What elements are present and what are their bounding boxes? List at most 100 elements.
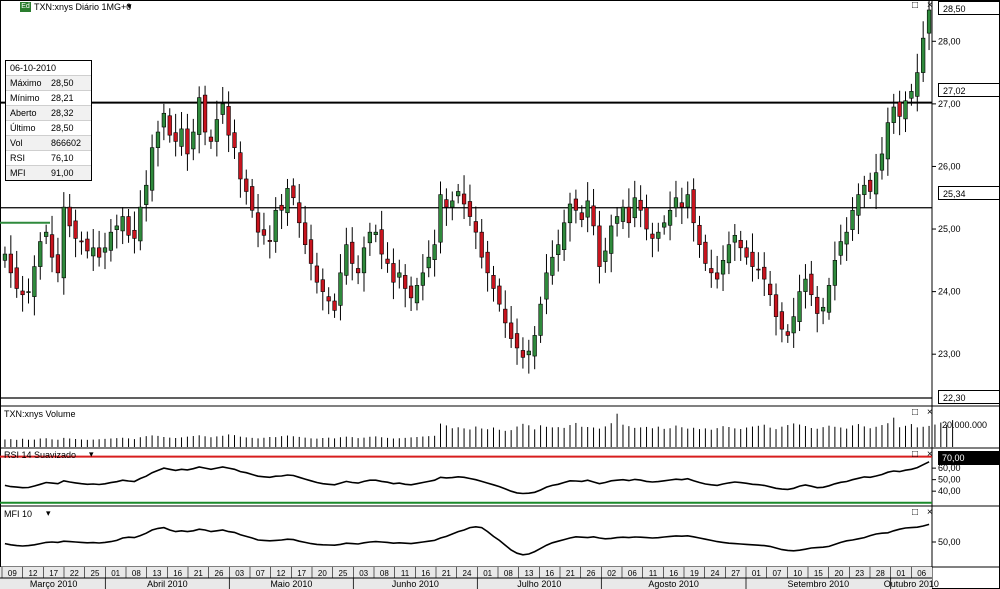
x-axis-day-label: 17 xyxy=(297,569,306,578)
candle-body xyxy=(250,186,255,211)
candle-body xyxy=(773,294,779,317)
x-axis-day-label: 12 xyxy=(277,569,286,578)
candle-body xyxy=(597,225,602,267)
candle-body xyxy=(891,106,896,123)
candle-body xyxy=(903,100,908,120)
y-axis: 23,0024,0025,0026,0027,0028,0040,0050,00… xyxy=(932,36,961,547)
title-dropdown-icon[interactable]: ▾ xyxy=(127,1,132,11)
candle-body xyxy=(232,132,237,148)
candle-body xyxy=(450,200,455,208)
candle-body xyxy=(173,132,178,142)
candle-body xyxy=(691,189,696,224)
mfi-panel xyxy=(4,523,930,556)
candle-body xyxy=(438,194,443,243)
candle-body xyxy=(514,333,520,349)
ohlc-label: MFI xyxy=(10,168,26,178)
rsi-window-buttons[interactable]: □ × xyxy=(912,449,936,460)
candle-body xyxy=(520,350,526,358)
ohlc-label: Máximo xyxy=(10,78,42,88)
candle-body xyxy=(926,9,932,34)
candle-body xyxy=(96,247,102,258)
candle-body xyxy=(91,247,96,257)
candle-body xyxy=(261,229,267,236)
candle-body xyxy=(267,239,272,242)
x-axis-day-label: 23 xyxy=(855,569,864,578)
x-axis-day-label: 19 xyxy=(690,569,699,578)
candle-body xyxy=(697,224,702,245)
candle-body xyxy=(408,285,414,299)
candle-body xyxy=(909,91,914,99)
candle-body xyxy=(662,222,667,228)
x-axis-day-label: 16 xyxy=(669,569,678,578)
candle-body xyxy=(679,202,684,208)
candle-body xyxy=(26,291,31,293)
candle-body xyxy=(344,244,349,276)
candle-body xyxy=(355,268,361,274)
ed-icon[interactable]: Ed xyxy=(20,2,31,12)
x-axis-day-label: 25 xyxy=(339,569,348,578)
candle-body xyxy=(673,197,679,209)
candle-body xyxy=(126,216,131,236)
candle-body xyxy=(585,200,590,218)
candle-body xyxy=(338,272,343,306)
candle-body xyxy=(350,241,355,264)
x-axis-day-label: 13 xyxy=(153,569,162,578)
mfi-panel-title[interactable]: MFI 10 xyxy=(4,509,33,519)
price-bottom-tag: 22,30 xyxy=(938,390,1000,404)
candle-body xyxy=(726,244,732,264)
candle-body xyxy=(208,136,214,142)
candle-body xyxy=(614,216,620,224)
candle-body xyxy=(161,112,166,128)
volume-window-buttons[interactable]: □ × xyxy=(912,407,936,418)
x-axis-day-label: 01 xyxy=(111,569,120,578)
ohlc-label: Último xyxy=(10,123,36,133)
x-axis-day-label: 02 xyxy=(607,569,616,578)
rsi-dropdown-icon[interactable]: ▾ xyxy=(89,449,94,459)
x-axis-day-label: 15 xyxy=(814,569,823,578)
candle-body xyxy=(756,268,761,271)
candle-body xyxy=(367,231,373,244)
candle-body xyxy=(403,275,408,289)
candle-body xyxy=(785,331,790,336)
x-axis-day-label: 06 xyxy=(628,569,637,578)
candle-body xyxy=(503,308,508,324)
ohlc-row-rsi: RSI 76,10 xyxy=(6,150,91,165)
x-axis-day-label: 20 xyxy=(835,569,844,578)
candle-body xyxy=(797,291,802,322)
candle-body xyxy=(391,263,396,283)
ohlc-label: Mínimo xyxy=(10,93,40,103)
candle-body xyxy=(44,231,49,237)
ohlc-row-open: Aberto 28,32 xyxy=(6,105,91,120)
candle-body xyxy=(656,231,661,239)
candle-body xyxy=(155,131,161,148)
candle-body xyxy=(138,206,143,242)
ohlc-value: 28,50 xyxy=(51,78,74,88)
mfi-window-buttons[interactable]: □ × xyxy=(912,507,936,518)
candle-body xyxy=(420,272,425,286)
candle-body xyxy=(820,306,826,312)
x-axis-day-label: 01 xyxy=(483,569,492,578)
x-axis-day-label: 08 xyxy=(380,569,389,578)
horizontal-line-tag-lower: 25,34 xyxy=(938,186,1000,200)
rsi-panel-title[interactable]: RSI 14 Suavizado xyxy=(4,450,77,460)
candle-body xyxy=(809,273,814,296)
candle-body xyxy=(179,128,184,147)
candle-body xyxy=(703,241,708,264)
candle-body xyxy=(709,268,714,274)
rsi-line xyxy=(4,461,930,495)
candle-body xyxy=(385,258,390,264)
candle-body xyxy=(397,272,402,278)
rsi-axis-label: 50,00 xyxy=(938,475,961,485)
price-window-buttons[interactable]: □ × xyxy=(912,0,936,11)
candle-body xyxy=(868,179,873,192)
mfi-dropdown-icon[interactable]: ▾ xyxy=(46,508,51,518)
candle-body xyxy=(297,202,302,224)
candle-body xyxy=(361,247,367,274)
candle-body xyxy=(32,266,37,297)
volume-panel-title[interactable]: TXN:xnys Volume xyxy=(4,409,76,419)
x-axis-month-label: Junho 2010 xyxy=(392,579,439,589)
candle-body xyxy=(897,101,902,117)
ohlc-date: 06-10-2010 xyxy=(10,63,57,73)
candle-body xyxy=(497,285,502,305)
chart-title[interactable]: TXN:xnys Diário 1MG+0 xyxy=(34,2,132,12)
